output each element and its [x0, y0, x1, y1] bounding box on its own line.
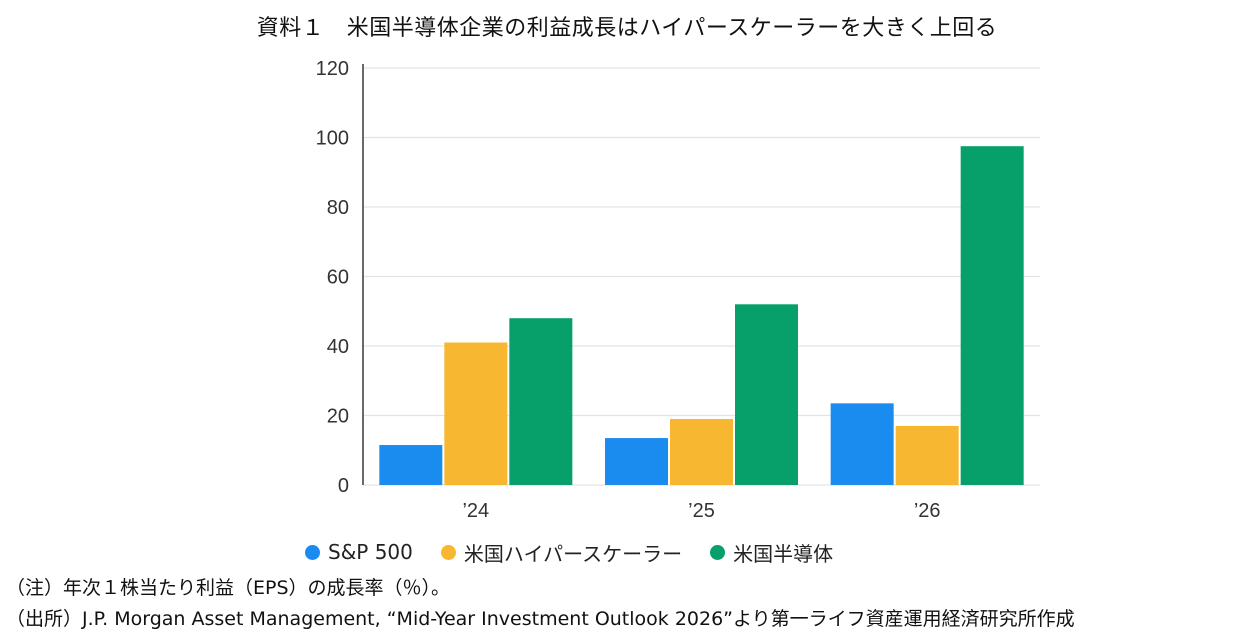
legend-label-hyperscaler: 米国ハイパースケーラー	[463, 541, 683, 566]
y-tick-label: 0	[338, 475, 349, 497]
bar-2-1	[735, 304, 798, 485]
legend-label-sp500: S&P 500	[328, 540, 413, 564]
x-tick-label: ’24	[462, 500, 489, 522]
bar-0-0	[379, 445, 443, 485]
legend-label-semiconductor: 米国半導体	[733, 541, 834, 566]
chart-title: 資料１ 米国半導体企業の利益成長はハイパースケーラーを大きく上回る	[256, 16, 998, 41]
y-tick-label: 40	[327, 336, 349, 358]
chart-source: （出所）J.P. Morgan Asset Management, “Mid-Y…	[6, 608, 1075, 630]
y-tick-label: 60	[327, 267, 349, 289]
bar-1-1	[670, 418, 733, 485]
legend-item-sp500: S&P 500	[305, 540, 413, 564]
bar-2-2	[960, 146, 1024, 485]
y-tick-label: 100	[316, 128, 349, 150]
legend-swatch-semiconductor	[710, 544, 726, 560]
chart-panel: 0 20 40 60 80 100 120 ’24 ’25 ’26	[305, 50, 1045, 568]
bar-2-0	[509, 318, 573, 485]
bar-1-0	[444, 342, 508, 485]
x-tick-label: ’25	[688, 500, 715, 522]
legend-swatch-sp500	[305, 544, 320, 560]
bar-0-2	[830, 403, 894, 485]
bar-1-2	[895, 425, 959, 485]
x-tick-label: ’26	[914, 500, 941, 522]
legend-item-hyperscaler: 米国ハイパースケーラー	[440, 538, 683, 567]
legend-item-semiconductor: 米国半導体	[710, 538, 833, 567]
y-tick-label: 20	[327, 406, 349, 428]
y-tick-label: 80	[327, 197, 349, 219]
bar-chart: 0 20 40 60 80 100 120 ’24 ’25 ’26	[316, 58, 1040, 522]
chart-legend: S&P 500 米国ハイパースケーラー 米国半導体	[305, 536, 1045, 568]
legend-swatch-hyperscaler	[440, 544, 456, 560]
chart-note: （注）年次１株当たり利益（EPS）の成長率（％）。	[6, 577, 451, 599]
bar-0-1	[605, 438, 668, 485]
y-tick-label: 120	[316, 58, 349, 80]
